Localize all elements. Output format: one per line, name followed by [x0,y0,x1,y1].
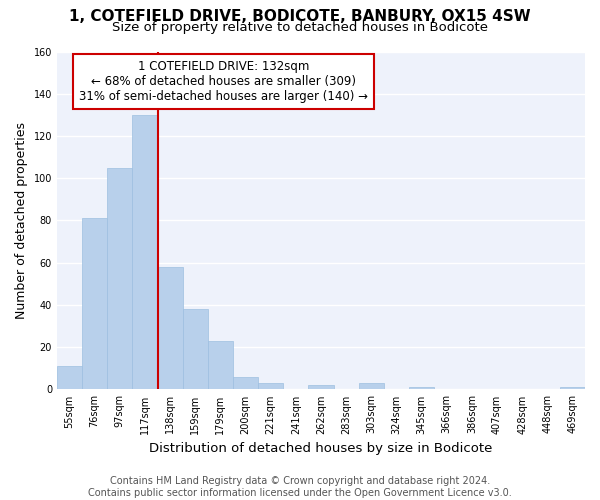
Bar [208,341,233,390]
Bar [409,388,434,390]
Text: Contains HM Land Registry data © Crown copyright and database right 2024.
Contai: Contains HM Land Registry data © Crown c… [88,476,512,498]
Text: 1, COTEFIELD DRIVE, BODICOTE, BANBURY, OX15 4SW: 1, COTEFIELD DRIVE, BODICOTE, BANBURY, O… [69,9,531,24]
X-axis label: Distribution of detached houses by size in Bodicote: Distribution of detached houses by size … [149,442,493,455]
Bar [233,377,258,390]
Y-axis label: Number of detached properties: Number of detached properties [15,122,28,319]
Bar [359,383,384,390]
Bar [133,115,158,390]
Bar [57,366,82,390]
Bar [182,309,208,390]
Bar [158,267,182,390]
Bar [560,388,585,390]
Bar [82,218,107,390]
Bar [258,383,283,390]
Bar [308,385,334,390]
Text: 1 COTEFIELD DRIVE: 132sqm
← 68% of detached houses are smaller (309)
31% of semi: 1 COTEFIELD DRIVE: 132sqm ← 68% of detac… [79,60,368,103]
Bar [107,168,133,390]
Text: Size of property relative to detached houses in Bodicote: Size of property relative to detached ho… [112,21,488,34]
